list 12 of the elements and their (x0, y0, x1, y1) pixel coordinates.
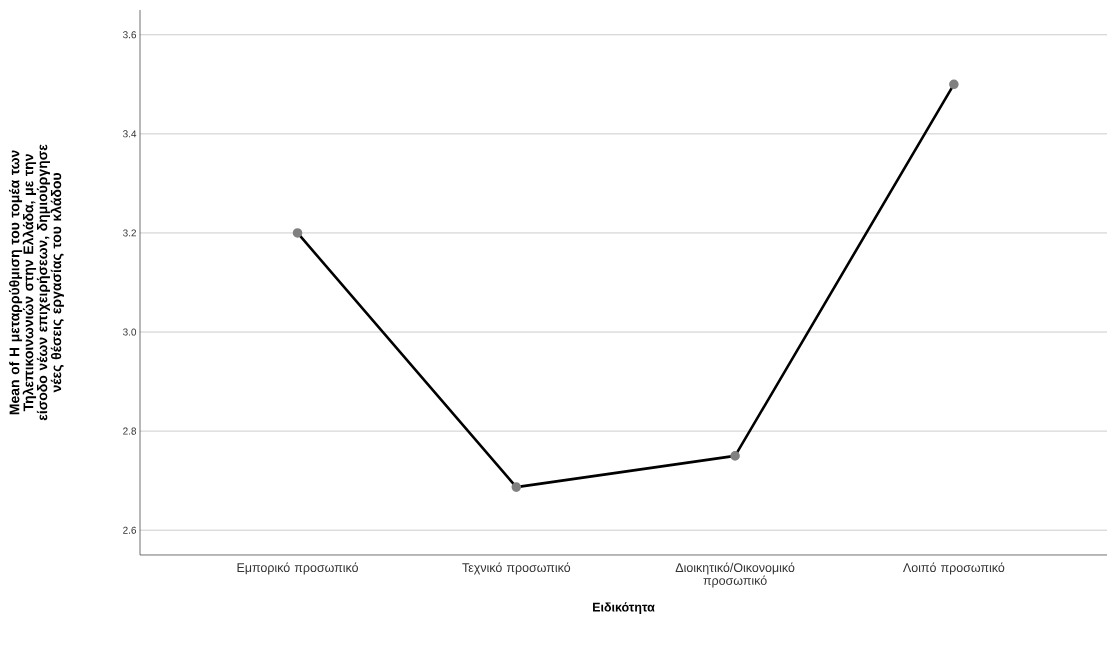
y-tick-label: 3.2 (123, 229, 136, 237)
x-tick-label: Λοιπό προσωπικό (902, 562, 1005, 575)
x-tick-label: Εμπορικό προσωπικό (237, 562, 359, 575)
y-tick-label: 3.0 (123, 328, 137, 336)
y-tick-label: 2.6 (123, 526, 137, 534)
x-tick-label: Τεχνικό προσωπικό (462, 562, 571, 575)
y-tick-label: 3.6 (123, 31, 137, 39)
y-tick-label: 2.8 (123, 427, 137, 435)
y-tick-label: 3.4 (123, 130, 137, 138)
x-tick-label: Διοικητικό/Οικονομικό προσωπικό (675, 562, 795, 588)
y-axis-title: Mean of Η μεταρρύθμιση του τομέα των Τηλεπικοινωνιών στην Ελλάδα, με την είσοδο νέων επιχειρήσεων, δημιούργησε νέες θέσεις εργασίας του κλάδου (8, 144, 64, 421)
x-axis-title: Ειδικότητα (593, 602, 655, 615)
